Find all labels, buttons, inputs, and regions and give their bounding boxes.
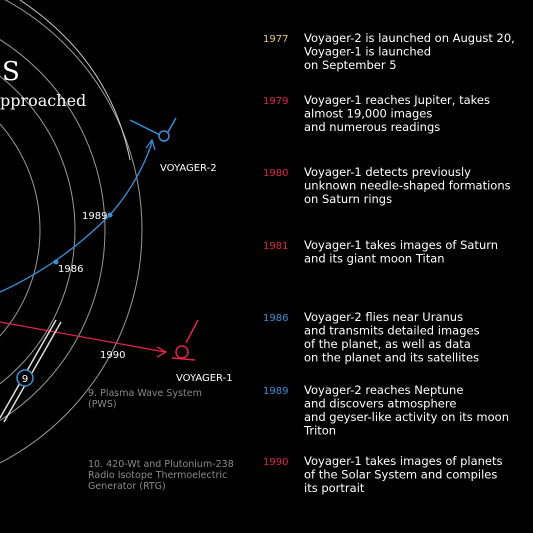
subtitle: pproached (0, 91, 86, 110)
part-label: (PWS) (88, 399, 117, 410)
point-label: 1989 (82, 211, 107, 222)
event-text: Triton (303, 424, 336, 438)
probe-label: VOYAGER-1 (176, 373, 233, 384)
year: 1977 (263, 34, 288, 45)
probe-label: VOYAGER-2 (160, 163, 217, 174)
point-label: 1986 (58, 264, 83, 275)
event-text: and discovers atmosphere (304, 397, 456, 411)
event-text: unknown needle-shaped formations (304, 179, 511, 193)
event-text: Voyager-2 flies near Uranus (304, 310, 463, 324)
arrow (156, 346, 168, 358)
point (53, 259, 59, 265)
voyager2-probe (129, 117, 177, 142)
orbit (0, 0, 143, 464)
year: 1979 (263, 96, 288, 107)
arrow (145, 138, 156, 151)
orbit (19, 0, 131, 161)
event-text: and numerous readings (304, 120, 440, 134)
part-label: 9. Plasma Wave System (88, 388, 202, 399)
event-text: Voyager-1 is launched (304, 45, 431, 59)
event-text: Voyager-1 takes images of planets (304, 454, 503, 468)
callout-circle (16, 369, 34, 387)
rtg-boom (0, 319, 62, 423)
orbit (0, 75, 76, 385)
event-text: Voyager-2 is launched on August 20, (304, 31, 515, 45)
event-text: on September 5 (304, 58, 397, 72)
event-text: almost 19,000 images (304, 107, 432, 121)
orbit (0, 123, 41, 337)
event-text: Voyager-1 takes images of Saturn (304, 238, 498, 252)
event-text: of the planet, as well as data (304, 337, 471, 351)
event-text: Voyager-2 reaches Neptune (304, 383, 463, 397)
event-text: its portrait (304, 481, 365, 495)
orbit (0, 39, 106, 421)
year: 1986 (263, 313, 288, 324)
event-text: of the Solar System and compiles (304, 468, 497, 482)
voyager1-probe (171, 319, 199, 361)
year: 1990 (263, 457, 288, 468)
title: S (2, 57, 20, 87)
part-label: 10. 420-Wt and Plutonium-238 (88, 459, 234, 470)
event-text: and geyser-like activity on its moon (304, 410, 509, 424)
voyager1-path (0, 321, 166, 353)
event-text: and transmits detailed images (304, 324, 480, 338)
orbits (0, 0, 143, 464)
year: 1989 (263, 386, 288, 397)
event-text: on the planet and its satellites (304, 351, 479, 365)
event-text: Voyager-1 detects previously (304, 165, 471, 179)
event-text: Voyager-1 reaches Jupiter, takes (304, 93, 490, 107)
point-label: 1990 (100, 350, 125, 361)
year: 1980 (263, 168, 288, 179)
point (107, 212, 113, 218)
event-text: and its giant moon Titan (304, 252, 445, 266)
part-label: Radio Isotope Thermoelectric (88, 470, 227, 481)
callout-label: 9 (22, 374, 28, 385)
year: 1981 (263, 241, 288, 252)
event-text: on Saturn rings (304, 192, 392, 206)
part-label: Generator (RTG) (88, 481, 166, 492)
